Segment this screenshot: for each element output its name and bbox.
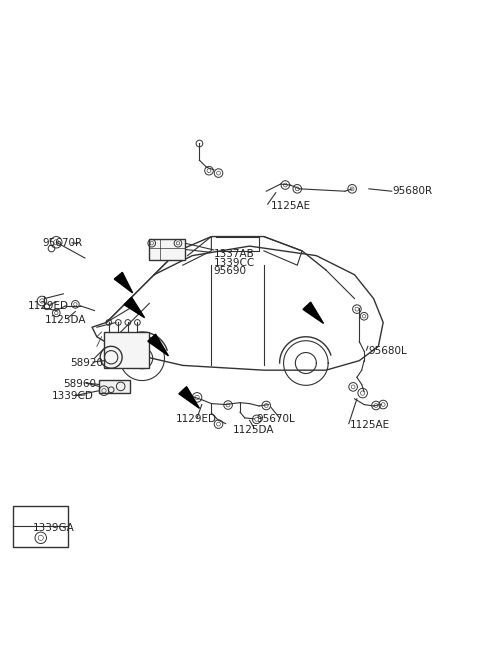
Polygon shape <box>124 297 144 317</box>
Polygon shape <box>148 334 168 356</box>
Text: 1125DA: 1125DA <box>233 425 275 435</box>
Text: 95670L: 95670L <box>257 414 296 424</box>
Polygon shape <box>179 386 199 408</box>
Text: 95680L: 95680L <box>369 346 408 356</box>
Text: 1129ED: 1129ED <box>176 414 216 424</box>
Text: 58960: 58960 <box>63 380 96 390</box>
Text: 1337AB: 1337AB <box>214 249 254 259</box>
Text: 1125DA: 1125DA <box>44 315 86 325</box>
Text: 58920: 58920 <box>71 358 104 368</box>
Bar <box>149 239 185 260</box>
Bar <box>99 380 130 393</box>
Text: 1125AE: 1125AE <box>271 201 311 210</box>
Text: 1339GA: 1339GA <box>33 523 74 533</box>
Text: 95670R: 95670R <box>42 238 82 248</box>
Text: 95690: 95690 <box>214 266 247 276</box>
Bar <box>13 506 68 546</box>
Bar <box>104 332 149 368</box>
Polygon shape <box>303 302 324 323</box>
Polygon shape <box>114 272 132 293</box>
Text: 1339CC: 1339CC <box>214 258 255 268</box>
Text: 1125AE: 1125AE <box>350 420 390 430</box>
Text: 1339CD: 1339CD <box>51 391 94 402</box>
Text: 95680R: 95680R <box>393 186 433 197</box>
Text: 1129ED: 1129ED <box>28 301 69 311</box>
